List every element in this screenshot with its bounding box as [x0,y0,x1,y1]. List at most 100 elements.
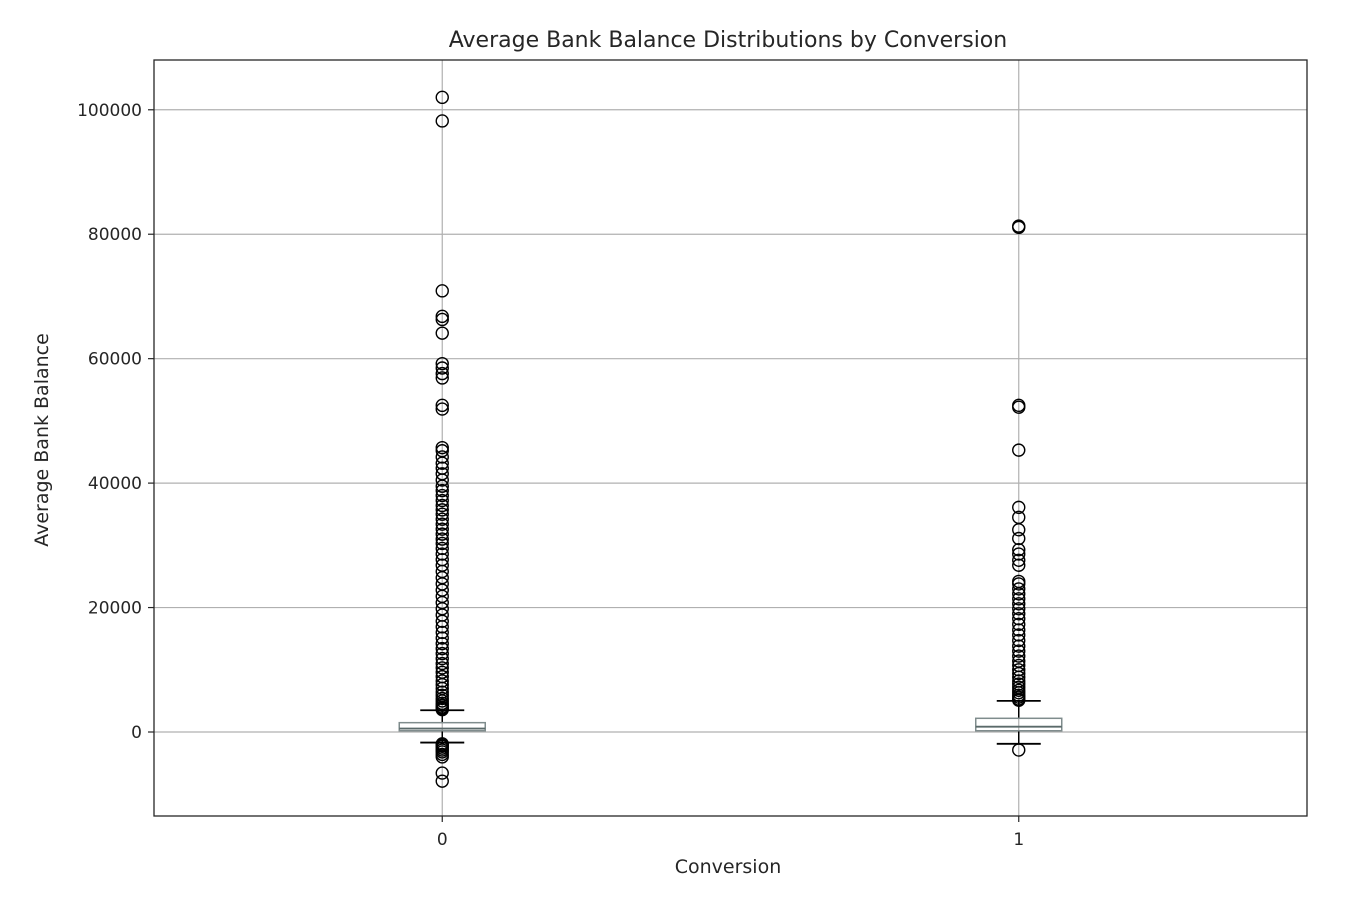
outlier-point [1012,628,1026,642]
outlier-point [1012,500,1026,515]
outlier-point [435,750,449,764]
outlier-point [1012,607,1026,621]
outlier-point [1012,743,1026,757]
outlier-point [435,90,449,105]
outlier-point [435,536,449,551]
box-group-1 [975,219,1063,757]
y-tick-label: 80000 [88,225,142,245]
outlier-point [1012,602,1026,616]
y-axis-label: Average Bank Balance [31,333,53,547]
outlier-point [435,284,449,298]
box-group-0 [398,90,486,788]
outlier-point [1012,542,1026,557]
outlier-point [435,547,449,561]
y-tick-label: 60000 [88,350,142,370]
y-tick-label: 100000 [77,101,142,121]
y-tick-label: 40000 [88,474,142,494]
outlier-point [435,398,449,413]
outlier-point [435,488,449,503]
outlier-point [1012,623,1026,637]
box-iqr [398,721,486,732]
outlier-point [1012,674,1026,688]
outlier-point [435,691,449,706]
outlier-point [435,766,449,780]
outlier-point [1012,617,1026,632]
outlier-point [435,366,449,381]
outlier-point [435,651,449,666]
outlier-point [435,444,449,458]
outlier-point [1012,658,1026,673]
outlier-point [435,669,449,684]
outlier-point [435,558,449,572]
outlier-point [435,685,449,699]
outlier-point [1012,219,1026,233]
outlier-point [435,774,449,788]
outlier-point [1012,574,1026,589]
outlier-point [435,688,449,702]
outlier-point [435,461,449,475]
outlier-point [1012,531,1026,546]
box-iqr [975,717,1063,732]
y-tick-label: 0 [131,723,142,743]
outlier-point [1012,644,1026,658]
outlier-point [435,625,449,640]
outlier-point [435,512,449,526]
outlier-point [1012,654,1026,668]
outlier-point [1012,443,1026,457]
x-tick-label: 1 [1013,830,1024,850]
outlier-point [435,309,449,324]
x-axis-label: Conversion [675,856,782,878]
x-tick-label: 0 [437,830,448,850]
y-gridlines [154,109,1307,733]
outlier-point [1012,582,1026,596]
outlier-point [1012,649,1026,663]
plot-frame [153,59,1308,817]
outlier-point [435,326,449,340]
outlier-point [435,552,449,567]
outlier-point [435,527,449,541]
outlier-point [1012,558,1026,572]
outlier-point [1012,612,1026,626]
outlier-point [1012,398,1026,413]
outlier-point [435,631,449,645]
outlier-point [1012,510,1026,525]
outlier-point [1012,592,1026,606]
outlier-point [435,371,449,385]
outlier-point [1012,680,1026,694]
x-gridlines [441,60,1020,816]
outlier-point [1012,547,1026,561]
outlier-point [435,641,449,656]
outlier-point [435,483,449,498]
outlier-point [1012,633,1026,648]
outlier-point [435,402,449,416]
chart-title: Average Bank Balance Distributions by Co… [449,28,1007,53]
outlier-point [435,114,449,128]
outlier-point [435,467,449,481]
outlier-point [1012,553,1026,567]
outlier-point [435,522,449,536]
outlier-point [1012,639,1026,653]
outlier-point [435,356,449,371]
outlier-point [435,498,449,513]
outlier-point [435,656,449,671]
outlier-point [435,665,449,679]
outlier-point [435,440,449,455]
outlier-point [435,503,449,517]
y-tick-label: 20000 [88,599,142,619]
y-axis-ticks: 0 20000 40000 60000 80000 100000 [77,101,154,743]
outlier-point [435,661,449,675]
outlier-point [435,541,449,556]
outlier-point [435,450,449,464]
outlier-point [435,361,449,375]
outlier-point [435,507,449,521]
outlier-point [435,517,449,531]
outlier-point [435,312,449,327]
box-series [398,90,1063,788]
outlier-point [1012,663,1026,677]
outlier-point [1012,677,1026,691]
outlier-point [435,532,449,546]
outlier-point [435,636,449,651]
